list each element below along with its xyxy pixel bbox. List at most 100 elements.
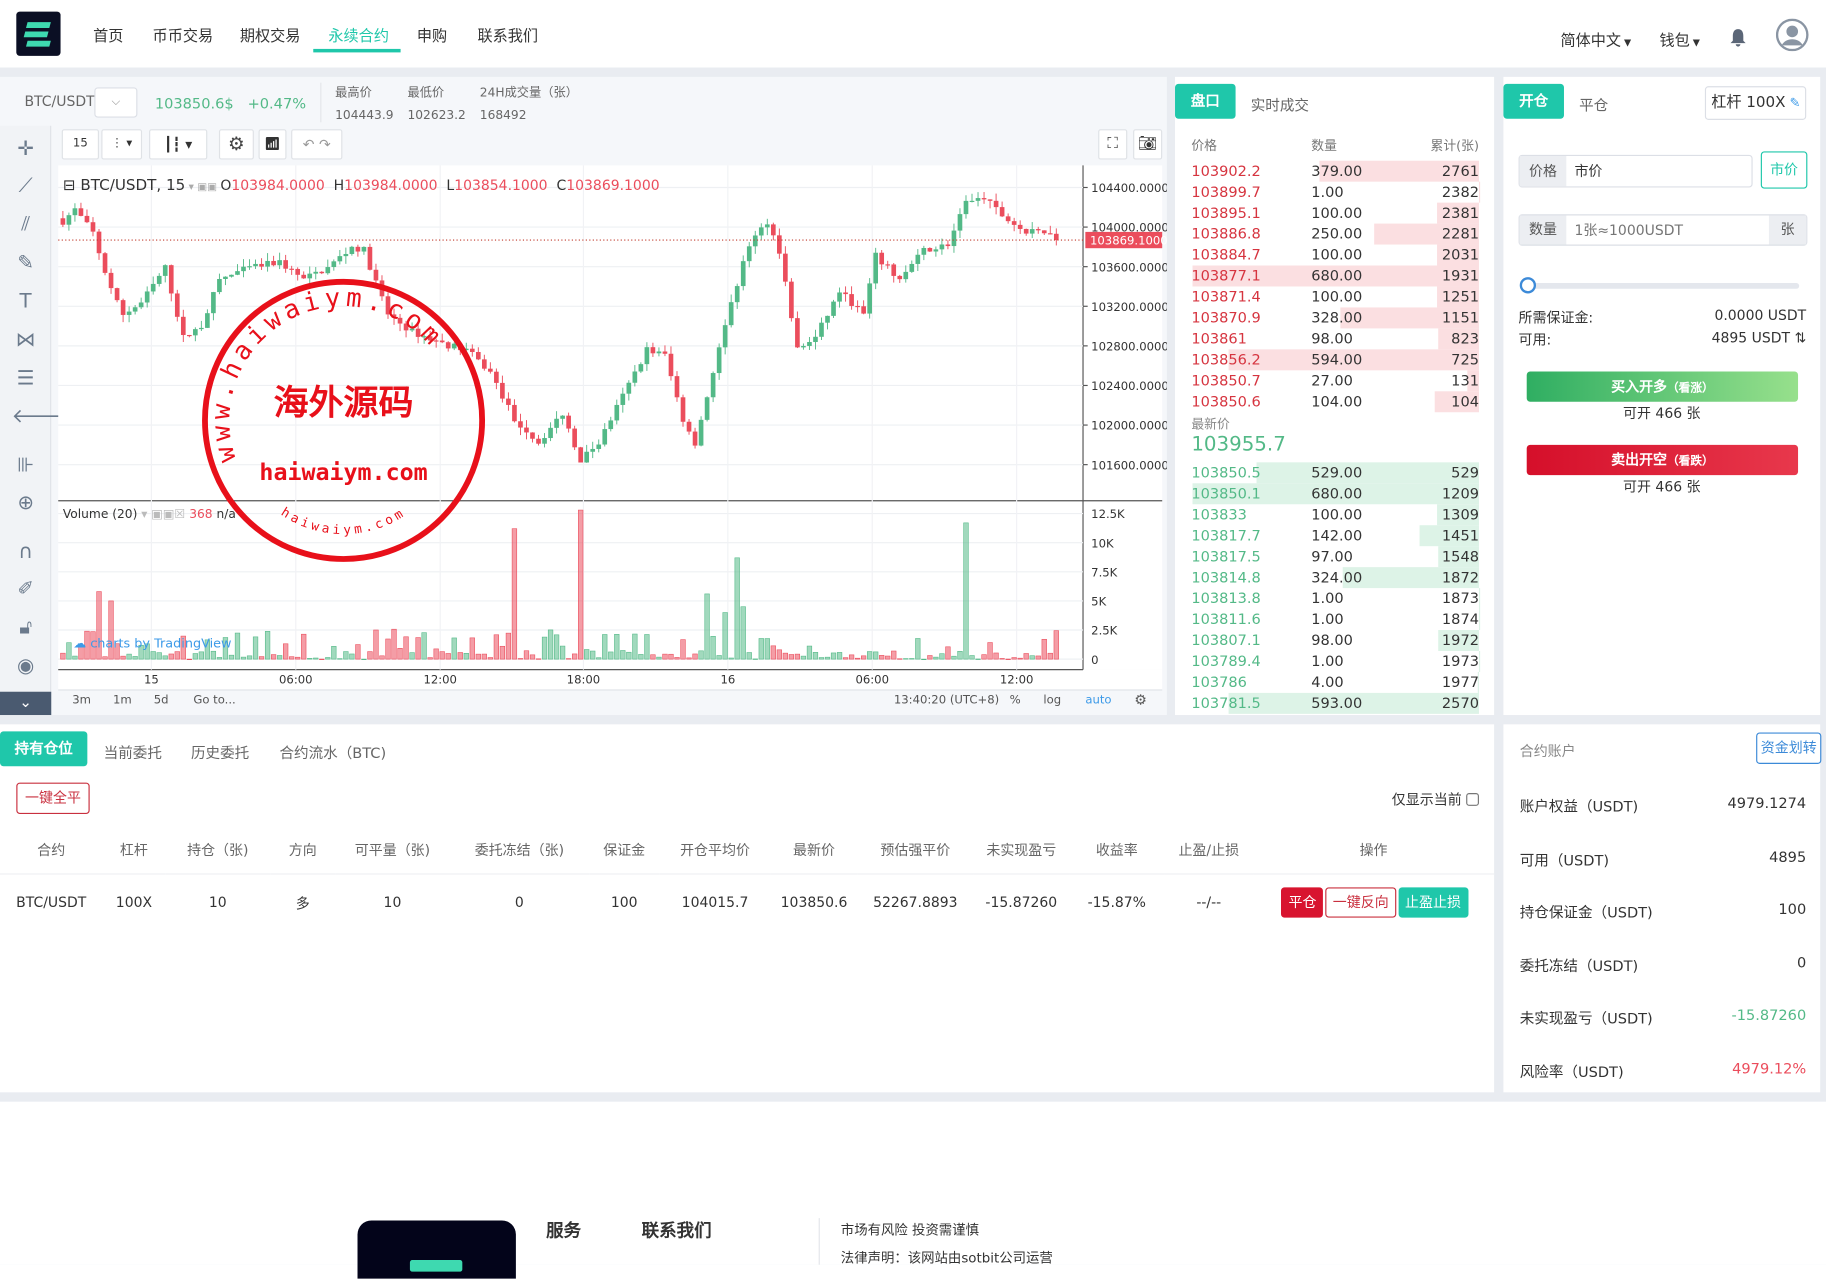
- order-cumulative: 1251: [1442, 286, 1479, 307]
- nav-options[interactable]: 期权交易: [240, 23, 301, 45]
- collapse-legend-icon[interactable]: ⊟: [63, 177, 76, 194]
- order-price[interactable]: 103786: [1191, 672, 1247, 693]
- only-current-checkbox[interactable]: [1466, 793, 1479, 806]
- range-1m[interactable]: 1m: [113, 694, 132, 707]
- close-position-button[interactable]: 平仓: [1282, 888, 1324, 918]
- market-price-button[interactable]: 市价: [1761, 151, 1808, 188]
- percent-toggle[interactable]: %: [1010, 694, 1021, 707]
- leverage-button[interactable]: 杠杆 100X ✎: [1705, 86, 1806, 120]
- order-price[interactable]: 103850.5: [1191, 462, 1260, 483]
- tab-contract-flow[interactable]: 合约流水（BTC): [279, 741, 386, 763]
- order-price[interactable]: 103813.8: [1191, 588, 1260, 609]
- auto-toggle[interactable]: auto: [1085, 694, 1111, 707]
- order-price[interactable]: 103850.7: [1191, 370, 1260, 391]
- order-price[interactable]: 103902.2: [1191, 161, 1260, 182]
- order-price[interactable]: 103856.2: [1191, 349, 1260, 370]
- order-price[interactable]: 103807.1: [1191, 630, 1260, 651]
- tab-close-position[interactable]: 平仓: [1579, 93, 1608, 115]
- order-price[interactable]: 103817.7: [1191, 525, 1260, 546]
- volume-indicator-title: Volume (20): [63, 508, 137, 522]
- tab-open-position[interactable]: 开仓: [1503, 84, 1564, 119]
- time-axis[interactable]: [58, 670, 1162, 690]
- logo[interactable]: [16, 12, 60, 56]
- nav-perpetual[interactable]: 永续合约: [328, 23, 389, 45]
- price-field[interactable]: 价格 市价: [1519, 155, 1753, 188]
- nav-contact[interactable]: 联系我们: [477, 23, 538, 45]
- buy-long-button[interactable]: 买入开多（看涨）: [1527, 371, 1798, 401]
- chart-settings-icon[interactable]: ⚙: [1134, 692, 1147, 708]
- order-price[interactable]: 103789.4: [1191, 651, 1260, 672]
- tab-order-history[interactable]: 历史委托: [191, 741, 249, 763]
- bell-icon[interactable]: [1729, 28, 1746, 48]
- order-price[interactable]: 103817.5: [1191, 546, 1260, 567]
- order-cumulative: 2381: [1442, 203, 1479, 224]
- quantity-input[interactable]: [1569, 215, 1773, 244]
- order-price[interactable]: 103811.6: [1191, 609, 1260, 630]
- order-price[interactable]: 103814.8: [1191, 567, 1260, 588]
- range-5d[interactable]: 5d: [154, 694, 169, 707]
- tab-open-orders[interactable]: 当前委托: [104, 741, 162, 763]
- order-price[interactable]: 103877.1: [1191, 266, 1260, 287]
- order-price[interactable]: 103886.8: [1191, 224, 1260, 245]
- nav-subscribe[interactable]: 申购: [417, 23, 447, 45]
- order-price[interactable]: 103850.6: [1191, 391, 1260, 412]
- sell-short-button[interactable]: 卖出开空（看跌）: [1527, 445, 1798, 475]
- nav-home[interactable]: 首页: [93, 23, 123, 45]
- goto-button[interactable]: Go to...: [193, 694, 235, 707]
- close-all-button[interactable]: 一键全平: [16, 783, 89, 814]
- order-price[interactable]: 103895.1: [1191, 203, 1260, 224]
- slider-handle[interactable]: [1520, 277, 1536, 293]
- tab-orderbook[interactable]: 盘口: [1175, 84, 1236, 119]
- order-price[interactable]: 103899.7: [1191, 182, 1260, 203]
- order-price[interactable]: 103861: [1191, 328, 1247, 349]
- log-toggle[interactable]: log: [1043, 694, 1061, 707]
- order-price[interactable]: 103870.9: [1191, 307, 1260, 328]
- price-chart[interactable]: 104400.0000104000.0000103600.0000103200.…: [0, 77, 1167, 715]
- quantity-slider[interactable]: [1527, 283, 1800, 289]
- tab-recent-trades[interactable]: 实时成交: [1251, 93, 1309, 115]
- order-price[interactable]: 103871.4: [1191, 286, 1260, 307]
- transfer-button[interactable]: 资金划转: [1756, 732, 1821, 763]
- transfer-arrows-icon[interactable]: ⇅: [1794, 330, 1806, 346]
- tab-positions[interactable]: 持有仓位: [0, 731, 87, 766]
- language-dropdown[interactable]: 简体中文 ▼: [1560, 28, 1631, 50]
- order-price[interactable]: 103833: [1191, 504, 1247, 525]
- user-avatar-icon[interactable]: [1776, 19, 1809, 52]
- wallet-dropdown[interactable]: 钱包 ▼: [1659, 28, 1699, 50]
- tradingview-attribution[interactable]: ☁ charts by TradingView: [73, 636, 231, 651]
- range-3m[interactable]: 3m: [72, 694, 91, 707]
- quantity-field[interactable]: 数量 张: [1519, 214, 1808, 245]
- nav-spot[interactable]: 币币交易: [153, 23, 214, 45]
- volume-bar: [338, 659, 343, 660]
- tp-sl-button[interactable]: 止盈止损: [1398, 888, 1468, 918]
- only-current-filter[interactable]: 仅显示当前: [1392, 790, 1479, 810]
- reverse-position-button[interactable]: 一键反向: [1326, 888, 1396, 918]
- order-price[interactable]: 103781.5: [1191, 693, 1260, 714]
- order-price[interactable]: 103850.1: [1191, 483, 1260, 504]
- order-price[interactable]: 103884.7: [1191, 245, 1260, 266]
